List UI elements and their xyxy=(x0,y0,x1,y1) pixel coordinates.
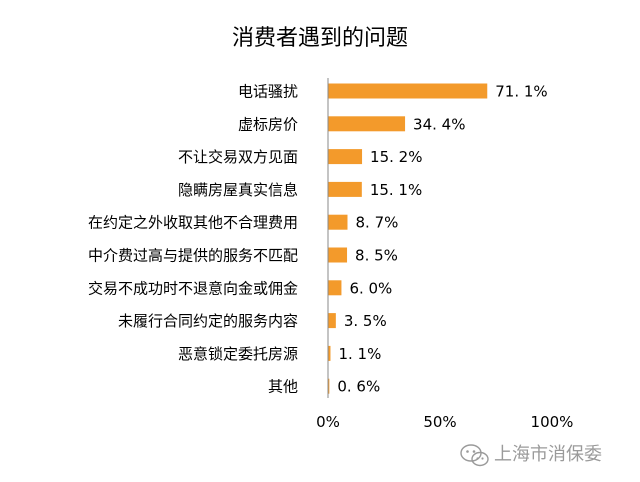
category-labels: 电话骚扰虚标房价不让交易双方见面隐瞒房屋真实信息在约定之外收取其他不合理费用中介… xyxy=(88,83,298,396)
chart-title: 消费者遇到的问题 xyxy=(232,26,408,51)
category-label-2: 虚标房价 xyxy=(238,115,298,133)
category-label-9: 恶意锁定委托房源 xyxy=(178,345,298,363)
x-tick-label-3: 100% xyxy=(531,413,574,431)
value-label-10: 0. 6% xyxy=(337,378,380,396)
x-axis-ticks: 0% 50% 100% xyxy=(316,413,573,431)
bar-5 xyxy=(328,214,348,230)
value-label-1: 71. 1% xyxy=(495,83,547,101)
bar-4 xyxy=(328,181,362,197)
value-label-4: 15. 1% xyxy=(370,181,422,199)
bar-1 xyxy=(328,83,488,99)
bar-2 xyxy=(328,116,406,132)
value-label-8: 3. 5% xyxy=(344,312,387,330)
bar-9 xyxy=(328,345,331,361)
x-tick-label-1: 0% xyxy=(316,413,340,431)
bar-10 xyxy=(328,378,330,394)
bar-7 xyxy=(328,280,342,296)
category-label-7: 交易不成功时不退意向金或佣金 xyxy=(88,279,298,297)
bar-6 xyxy=(328,247,348,263)
category-label-3: 不让交易双方见面 xyxy=(178,148,298,166)
category-label-5: 在约定之外收取其他不合理费用 xyxy=(88,214,298,232)
category-label-4: 隐瞒房屋真实信息 xyxy=(178,181,298,199)
category-label-10: 其他 xyxy=(268,378,298,396)
value-label-9: 1. 1% xyxy=(338,345,381,363)
bar-3 xyxy=(328,149,363,165)
wechat-icon xyxy=(460,444,489,467)
x-tick-label-2: 50% xyxy=(423,413,456,431)
value-labels: 71. 1% 34. 4% 15. 2% 15. 1% 8. 7% 8. 5% 6. 0% 3… xyxy=(337,83,547,396)
category-label-8: 未履行合同约定的服务内容 xyxy=(118,312,298,330)
category-label-6: 中介费过高与提供的服务不匹配 xyxy=(88,247,298,265)
watermark-text: 上海市消保委 xyxy=(494,444,602,465)
bar-group xyxy=(328,83,488,394)
value-label-2: 34. 4% xyxy=(413,115,465,133)
category-label-1: 电话骚扰 xyxy=(238,83,298,101)
bar-8 xyxy=(328,313,336,329)
watermark: 上海市消保委 xyxy=(460,444,602,467)
value-label-5: 8. 7% xyxy=(355,214,398,232)
value-label-6: 8. 5% xyxy=(355,247,398,265)
value-label-7: 6. 0% xyxy=(349,279,392,297)
value-label-3: 15. 2% xyxy=(370,148,422,166)
